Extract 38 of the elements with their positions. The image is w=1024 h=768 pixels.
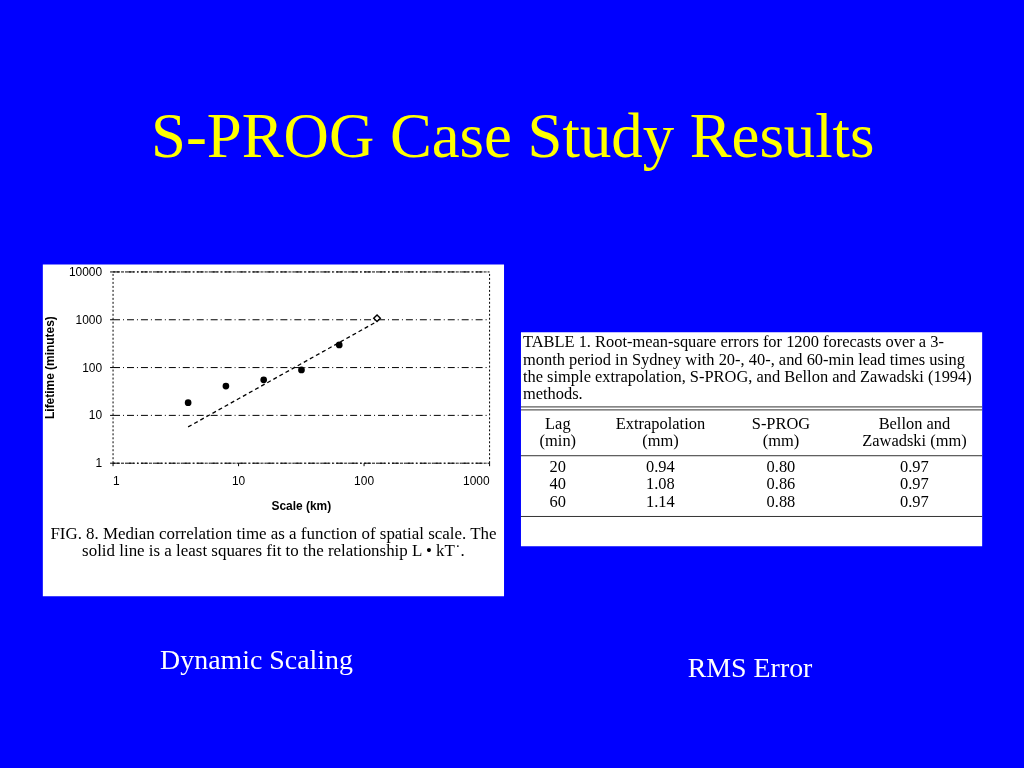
text: Lag (min) [539,413,577,450]
data-label: 0.80 [766,456,796,476]
data-label: 1.08 [646,474,675,494]
text: TABLE 1. Root-mean-square errors for 1200 forecasts over a 3-month period in Sydney with 20-, 40-, and 60-min lead times using the simple extrapolation, S-PROG, and Bellon and Zawadski (1994) methods. [522,332,972,404]
text: Dynamic Scaling [160,643,353,675]
y-tick-label: 1000 [75,312,103,327]
point [372,314,382,323]
data-label: 0.97 [900,456,929,476]
point [260,376,268,384]
data-label: 0.94 [646,456,675,476]
chart-title: S-PROG Case Study Results [151,101,875,172]
y-axis-title: Lifetime (minutes) [42,316,57,419]
category-label: 40 [549,474,567,494]
data-label: 0.86 [766,474,796,494]
data-label: 0.97 [900,491,929,511]
data-label: 0.97 [900,474,929,494]
x-axis-title: Scale (km) [271,499,332,514]
point [298,366,305,374]
point [184,399,192,407]
text: Bellon and Zawadski (mm) [862,413,967,450]
x-tick-label: 10 [231,474,246,489]
x-tick-label: 100 [354,474,375,489]
point [335,341,343,349]
y-tick-label: 10 [88,408,103,423]
data-label: 1.14 [646,491,675,511]
series-label: Extrapolation (mm) [615,413,706,450]
text: RMS Error [687,651,814,683]
category-label: 60 [549,491,567,511]
caption: FIG. 8. Median correlation time as a function of spatial scale. The solid line is a least squares fit to the relationship L • kT˙. [50,524,497,561]
y-tick-label: 100 [82,360,103,375]
x-tick-label: 1 [113,474,121,489]
y-tick-label: 10000 [68,264,103,279]
category-label: 20 [549,456,567,476]
data-label: 0.88 [766,491,796,511]
point [222,382,230,390]
x-tick-label: 1000 [463,474,490,489]
y-tick-label: 1 [95,456,103,471]
text: S-PROG (mm) [751,413,811,450]
